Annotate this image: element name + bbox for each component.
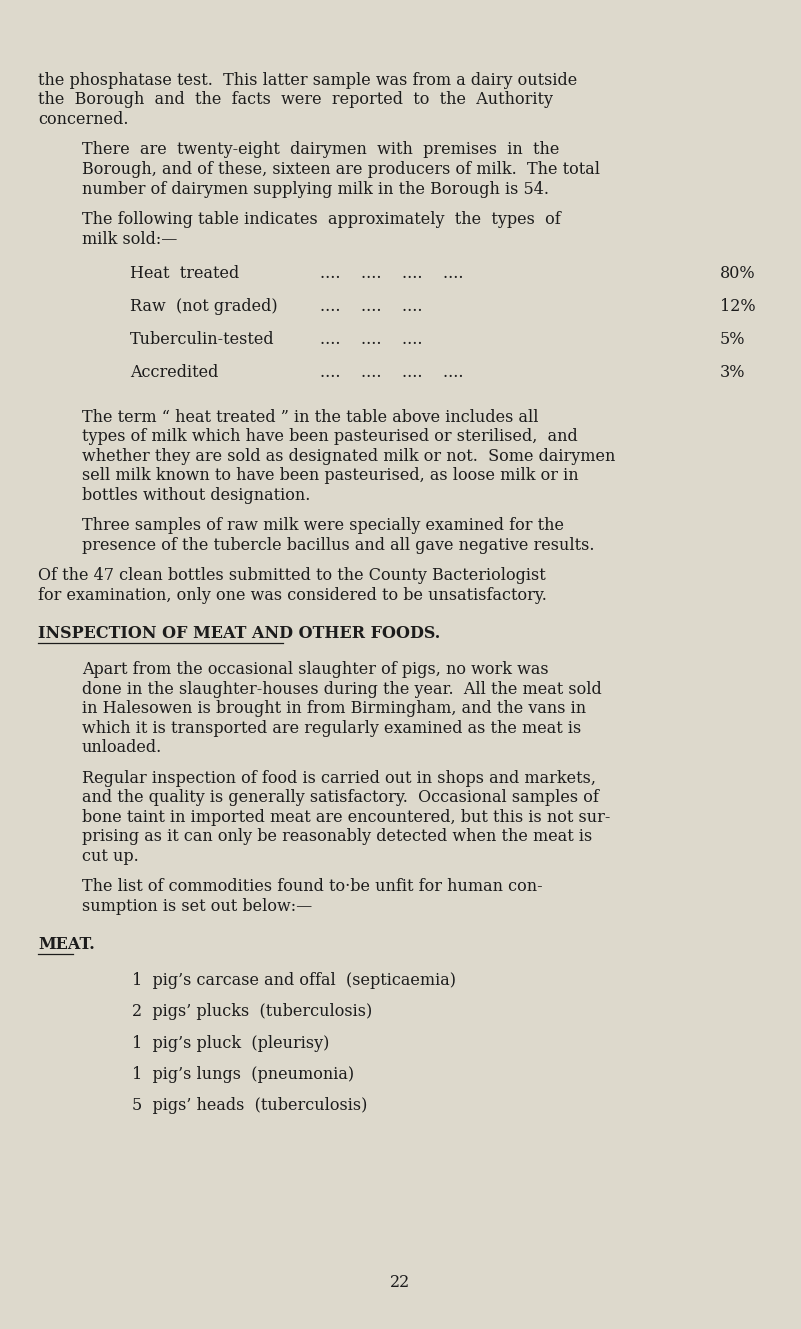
Text: ....    ....    ....: .... .... .... [320,331,422,348]
Text: the  Borough  and  the  facts  were  reported  to  the  Authority: the Borough and the facts were reported … [38,92,553,109]
Text: Borough, and of these, sixteen are producers of milk.  The total: Borough, and of these, sixteen are produ… [82,161,600,178]
Text: The list of commodities found to·be unfit for human con-: The list of commodities found to·be unfi… [82,878,542,896]
Text: The term “ heat treated ” in the table above includes all: The term “ heat treated ” in the table a… [82,408,538,425]
Text: Three samples of raw milk were specially examined for the: Three samples of raw milk were specially… [82,517,564,534]
Text: There  are  twenty-eight  dairymen  with  premises  in  the: There are twenty-eight dairymen with pre… [82,141,559,158]
Text: for examination, only one was considered to be unsatisfactory.: for examination, only one was considered… [38,586,547,603]
Text: 5  pigs’ heads  (tuberculosis): 5 pigs’ heads (tuberculosis) [132,1096,368,1114]
Text: Regular inspection of food is carried out in shops and markets,: Regular inspection of food is carried ou… [82,769,596,787]
Text: prising as it can only be reasonably detected when the meat is: prising as it can only be reasonably det… [82,828,592,845]
Text: 22: 22 [390,1275,411,1290]
Text: 80%: 80% [720,264,755,282]
Text: The following table indicates  approximately  the  types  of: The following table indicates approximat… [82,211,561,229]
Text: types of milk which have been pasteurised or sterilised,  and: types of milk which have been pasteurise… [82,428,578,445]
Text: bone taint in imported meat are encountered, but this is not sur-: bone taint in imported meat are encounte… [82,808,610,825]
Text: Apart from the occasional slaughter of pigs, no work was: Apart from the occasional slaughter of p… [82,661,549,678]
Text: whether they are sold as designated milk or not.  Some dairymen: whether they are sold as designated milk… [82,448,615,465]
Text: unloaded.: unloaded. [82,739,163,756]
Text: in Halesowen is brought in from Birmingham, and the vans in: in Halesowen is brought in from Birmingh… [82,700,586,718]
Text: sell milk known to have been pasteurised, as loose milk or in: sell milk known to have been pasteurised… [82,466,578,484]
Text: 5%: 5% [720,331,746,348]
Text: concerned.: concerned. [38,112,128,128]
Text: milk sold:—: milk sold:— [82,230,177,247]
Text: and the quality is generally satisfactory.  Occasional samples of: and the quality is generally satisfactor… [82,789,599,807]
Text: sumption is set out below:—: sumption is set out below:— [82,897,312,914]
Text: Raw  (not graded): Raw (not graded) [130,298,278,315]
Text: ....    ....    ....: .... .... .... [320,298,422,315]
Text: 3%: 3% [720,364,746,381]
Text: bottles without designation.: bottles without designation. [82,486,310,504]
Text: ....    ....    ....    ....: .... .... .... .... [320,364,464,381]
Text: Tuberculin-tested: Tuberculin-tested [130,331,275,348]
Text: done in the slaughter-houses during the year.  All the meat sold: done in the slaughter-houses during the … [82,680,602,698]
Text: Heat  treated: Heat treated [130,264,239,282]
Text: presence of the tubercle bacillus and all gave negative results.: presence of the tubercle bacillus and al… [82,537,594,554]
Text: MEAT.: MEAT. [38,936,95,953]
Text: ....    ....    ....    ....: .... .... .... .... [320,264,464,282]
Text: 12%: 12% [720,298,755,315]
Text: the phosphatase test.  This latter sample was from a dairy outside: the phosphatase test. This latter sample… [38,72,578,89]
Text: 2  pigs’ plucks  (tuberculosis): 2 pigs’ plucks (tuberculosis) [132,1003,372,1021]
Text: 1  pig’s lungs  (pneumonia): 1 pig’s lungs (pneumonia) [132,1066,354,1083]
Text: 1  pig’s pluck  (pleurisy): 1 pig’s pluck (pleurisy) [132,1034,329,1051]
Text: cut up.: cut up. [82,848,139,865]
Text: number of dairymen supplying milk in the Borough is 54.: number of dairymen supplying milk in the… [82,181,549,198]
Text: INSPECTION OF MEAT AND OTHER FOODS.: INSPECTION OF MEAT AND OTHER FOODS. [38,625,441,642]
Text: Of the 47 clean bottles submitted to the County Bacteriologist: Of the 47 clean bottles submitted to the… [38,567,545,585]
Text: 1  pig’s carcase and offal  (septicaemia): 1 pig’s carcase and offal (septicaemia) [132,971,456,989]
Text: Accredited: Accredited [130,364,219,381]
Text: which it is transported are regularly examined as the meat is: which it is transported are regularly ex… [82,719,582,736]
